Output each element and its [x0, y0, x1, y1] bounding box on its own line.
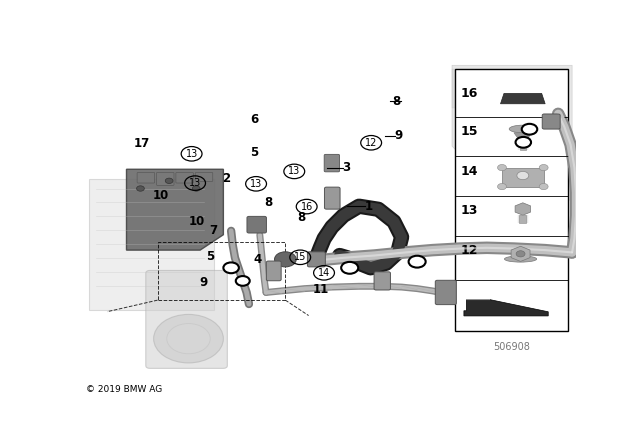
Text: 12: 12 [461, 244, 479, 257]
FancyBboxPatch shape [89, 179, 214, 310]
Text: 14: 14 [461, 164, 479, 177]
Circle shape [516, 137, 531, 148]
Text: 1: 1 [365, 200, 372, 213]
Circle shape [193, 186, 200, 191]
Text: 2: 2 [222, 172, 230, 185]
Circle shape [165, 178, 173, 184]
Text: 15: 15 [294, 252, 307, 262]
Polygon shape [514, 133, 532, 138]
FancyBboxPatch shape [195, 172, 212, 181]
FancyBboxPatch shape [499, 169, 568, 196]
FancyBboxPatch shape [176, 172, 193, 183]
Text: 4: 4 [253, 253, 262, 266]
Text: 17: 17 [134, 137, 150, 150]
Text: 10: 10 [153, 189, 169, 202]
Polygon shape [511, 246, 530, 262]
Text: 7: 7 [209, 224, 217, 237]
FancyBboxPatch shape [157, 172, 174, 185]
Text: 13: 13 [288, 166, 300, 177]
Circle shape [539, 184, 548, 190]
FancyBboxPatch shape [307, 252, 325, 267]
Text: 5: 5 [206, 250, 214, 263]
Text: © 2019 BMW AG: © 2019 BMW AG [86, 384, 162, 393]
Text: 12: 12 [365, 138, 378, 148]
Circle shape [517, 172, 529, 180]
Ellipse shape [509, 125, 536, 133]
FancyBboxPatch shape [520, 138, 526, 150]
Text: 13: 13 [250, 179, 262, 189]
FancyBboxPatch shape [467, 116, 561, 162]
Circle shape [408, 256, 426, 267]
Text: 3: 3 [342, 161, 351, 174]
Text: 5: 5 [250, 146, 259, 159]
Circle shape [136, 186, 145, 191]
Text: 9: 9 [199, 276, 207, 289]
FancyBboxPatch shape [502, 168, 543, 186]
Text: 8: 8 [298, 211, 306, 224]
Text: 9: 9 [395, 129, 403, 142]
Circle shape [154, 314, 223, 363]
Polygon shape [515, 203, 531, 215]
Text: 13: 13 [189, 178, 201, 188]
Text: 8: 8 [264, 196, 273, 209]
Circle shape [516, 251, 525, 257]
FancyBboxPatch shape [324, 187, 340, 209]
Circle shape [539, 164, 548, 171]
FancyBboxPatch shape [146, 271, 227, 368]
Text: 6: 6 [250, 113, 259, 126]
Circle shape [341, 262, 358, 274]
Circle shape [497, 184, 506, 190]
FancyBboxPatch shape [266, 261, 281, 281]
Polygon shape [464, 299, 548, 316]
FancyBboxPatch shape [247, 216, 266, 233]
Text: 8: 8 [392, 95, 400, 108]
Polygon shape [452, 65, 572, 200]
Circle shape [167, 323, 210, 354]
Text: 506908: 506908 [493, 342, 530, 352]
Polygon shape [127, 169, 223, 250]
Circle shape [497, 164, 506, 171]
Text: 16: 16 [461, 87, 478, 100]
FancyBboxPatch shape [455, 69, 568, 332]
Circle shape [275, 252, 296, 267]
Ellipse shape [504, 256, 537, 262]
FancyBboxPatch shape [519, 215, 526, 223]
Circle shape [236, 276, 250, 286]
Text: 14: 14 [318, 268, 330, 278]
FancyBboxPatch shape [435, 280, 456, 305]
FancyBboxPatch shape [374, 272, 390, 290]
Polygon shape [500, 94, 545, 104]
Text: 16: 16 [301, 202, 313, 211]
FancyBboxPatch shape [452, 69, 568, 108]
FancyBboxPatch shape [324, 155, 340, 172]
Text: 15: 15 [461, 125, 479, 138]
FancyBboxPatch shape [137, 172, 155, 183]
Text: 13: 13 [461, 204, 478, 217]
FancyBboxPatch shape [542, 114, 560, 129]
Circle shape [522, 124, 537, 134]
Text: 10: 10 [188, 215, 205, 228]
Circle shape [223, 263, 239, 273]
Text: 11: 11 [313, 283, 329, 296]
Text: 13: 13 [186, 149, 198, 159]
